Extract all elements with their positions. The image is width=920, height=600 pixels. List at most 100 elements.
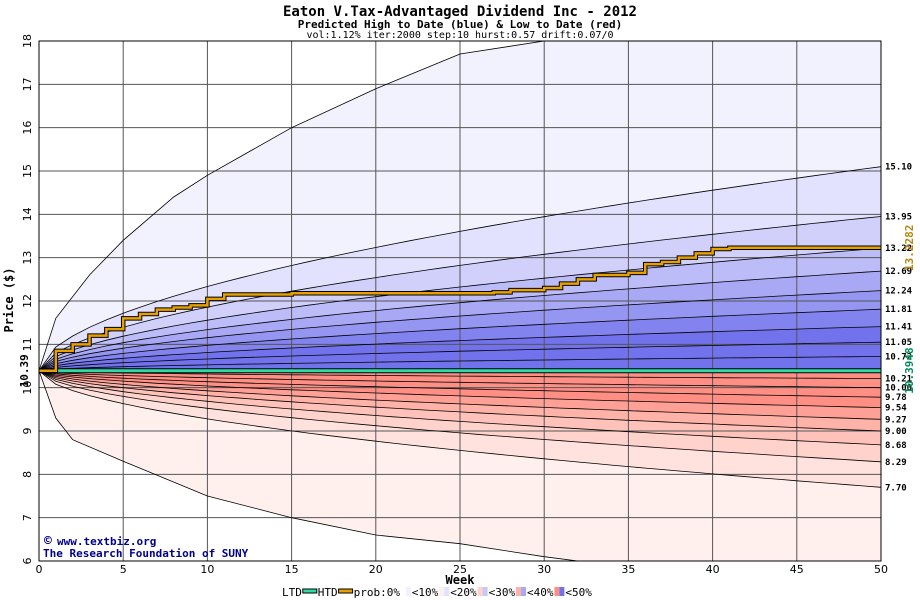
y-tick-label: 8 <box>21 471 34 478</box>
x-tick-label: 10 <box>200 563 214 576</box>
legend-prob-prefix: prob:0% <box>354 586 401 599</box>
low-band <box>39 370 881 488</box>
high-band <box>39 290 881 371</box>
level-label: 9.00 <box>885 427 907 437</box>
x-tick-label: 0 <box>36 563 43 576</box>
level-label: 8.29 <box>885 458 907 468</box>
y-tick-label: 6 <box>21 558 34 565</box>
x-tick-label: 15 <box>285 563 299 576</box>
y-tick-label: 16 <box>21 121 34 135</box>
y-tick-label: 9 <box>21 428 34 435</box>
x-tick-label: 30 <box>537 563 551 576</box>
level-label: 15.10 <box>885 163 912 173</box>
x-tick-label: 40 <box>706 563 720 576</box>
low-band <box>39 370 881 431</box>
legend-ltd-label: LTD <box>282 586 302 599</box>
legend-swatch-blue <box>444 587 450 596</box>
y-tick-label: 11 <box>21 337 34 351</box>
contour-line <box>39 370 881 408</box>
level-label: 7.70 <box>885 483 907 493</box>
contour-line <box>39 290 881 372</box>
level-label: 11.81 <box>885 305 912 315</box>
outer-high-line <box>39 41 545 371</box>
y-tick-label: 12 <box>21 294 34 308</box>
contours-group <box>39 41 881 561</box>
x-tick-label: 5 <box>120 563 127 576</box>
level-label: 11.05 <box>885 338 912 348</box>
y-tick-label: 17 <box>21 77 34 91</box>
low-band <box>39 370 881 420</box>
contour-line <box>39 326 881 372</box>
watermark-org: The Research Foundation of SUNY <box>43 547 249 560</box>
htd-line <box>39 246 881 373</box>
high-band <box>39 216 881 371</box>
level-label: 8.68 <box>885 441 907 451</box>
chart-params: vol:1.12% iter:2000 step:10 hurst:0.57 d… <box>306 30 613 41</box>
contour-line <box>39 370 881 379</box>
legend-swatch-red <box>516 587 521 596</box>
watermark-site: www.textbiz.org <box>57 535 156 548</box>
contour-line <box>39 370 881 463</box>
level-label: 10.72 <box>885 352 912 362</box>
plot-frame <box>38 40 882 562</box>
contour-line <box>39 247 881 372</box>
legend-ltd-swatch <box>302 588 318 594</box>
y-tick-label: 14 <box>21 207 34 221</box>
level-label: 11.41 <box>885 323 912 333</box>
legend-item-label: <20% <box>450 586 477 599</box>
legend-swatch-red <box>554 587 560 596</box>
y-tick-label: 18 <box>21 34 34 48</box>
contour-line <box>39 356 881 372</box>
y-tick-label: 13 <box>21 251 34 265</box>
legend-htd-swatch <box>338 588 354 594</box>
y-axis-label: Price ($) <box>2 267 16 332</box>
legend-swatch-red <box>400 587 406 596</box>
contour-line <box>39 308 881 372</box>
level-label: 10.00 <box>885 384 912 394</box>
legend-swatch-red <box>439 587 445 596</box>
x-tick-label: 25 <box>453 563 467 576</box>
high-band <box>39 166 881 371</box>
legend-swatch-red <box>477 587 483 596</box>
level-label: 10.21 <box>885 375 912 385</box>
level-label: 12.69 <box>885 267 912 277</box>
legend-swatch-blue <box>405 587 411 596</box>
high-band <box>39 248 881 371</box>
contour-line <box>39 166 881 372</box>
level-label: 9.78 <box>885 393 907 403</box>
chart-title: Eaton V.Tax-Advantaged Dividend Inc - 20… <box>283 4 637 20</box>
low-band <box>39 370 881 445</box>
legend-swatch-blue <box>559 587 565 596</box>
y-tick-label: 10 <box>21 381 34 395</box>
legend-item-label: <10% <box>412 586 439 599</box>
contour-line <box>39 370 881 420</box>
ltd-current-label: 10.3948 <box>903 347 916 393</box>
x-tick-label: 45 <box>790 563 804 576</box>
contour-line <box>39 370 881 389</box>
legend: LTD HTD prob:0% <10% <20% <30% <40% <50% <box>282 586 592 599</box>
x-axis-label: Week <box>446 573 476 587</box>
contour-line <box>39 270 881 372</box>
legend-swatch-blue <box>482 587 488 596</box>
level-label: 13.22 <box>885 244 912 254</box>
y-tick-label: 15 <box>21 164 34 178</box>
chart-subtitle: Predicted High to Date (blue) & Low to D… <box>298 18 623 31</box>
contour-line <box>39 370 881 398</box>
high-band <box>39 271 881 371</box>
htd-current-label: 13.2282 <box>903 225 916 271</box>
y-tick-label: 7 <box>21 514 34 521</box>
legend-swatch-blue <box>521 587 526 596</box>
x-tick-label: 50 <box>874 563 888 576</box>
level-label: 13.95 <box>885 213 912 223</box>
x-tick-label: 35 <box>621 563 635 576</box>
start-price-label: 10.39 <box>18 354 31 387</box>
level-label: 9.27 <box>885 415 907 425</box>
outer-low-line <box>39 370 578 561</box>
level-label: 9.54 <box>885 404 907 414</box>
contour-line <box>39 370 881 488</box>
legend-htd-label: HTD <box>318 586 338 599</box>
contour-line <box>39 370 881 446</box>
legend-item-label: <30% <box>489 586 516 599</box>
plot-area: 0 5 10 15 20 25 30 35 40 45 50 6 7 8 9 10 11 12 13 14 15 16 17… <box>18 34 916 576</box>
